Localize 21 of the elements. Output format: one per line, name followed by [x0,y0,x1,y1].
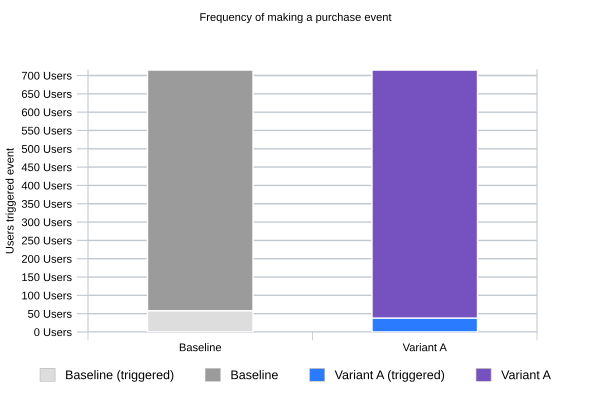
y-tick-label: 250 Users [22,236,72,245]
y-tick-label: 0 Users [34,328,72,336]
chart-title: Frequency of making a purchase event [200,12,392,24]
y-tick-label: 550 Users [22,126,72,135]
y-tick-label: 400 Users [22,182,72,190]
y-tick-label: 500 Users [22,145,72,153]
y-tick-label: 200 Users [22,254,72,263]
y-tick-label: 650 Users [22,90,72,98]
y-tick-label: 600 Users [22,108,72,116]
y-tick-label: 100 Users [22,292,72,300]
y-tick-label: 450 Users [22,163,72,172]
y-tick-label: 150 Users [22,273,72,282]
legend-label: Baseline (triggered) [66,370,174,382]
legend-label: Baseline [231,370,278,380]
y-tick-label: 50 Users [28,310,72,318]
y-tick-label: 700 Users [22,72,72,80]
y-axis-title: Users triggered event [5,148,16,254]
legend-label: Variant A (triggered) [334,370,444,382]
legend-label: Variant A [501,370,551,380]
y-tick-label: 350 Users [22,200,72,208]
y-tick-label: 300 Users [22,218,72,226]
